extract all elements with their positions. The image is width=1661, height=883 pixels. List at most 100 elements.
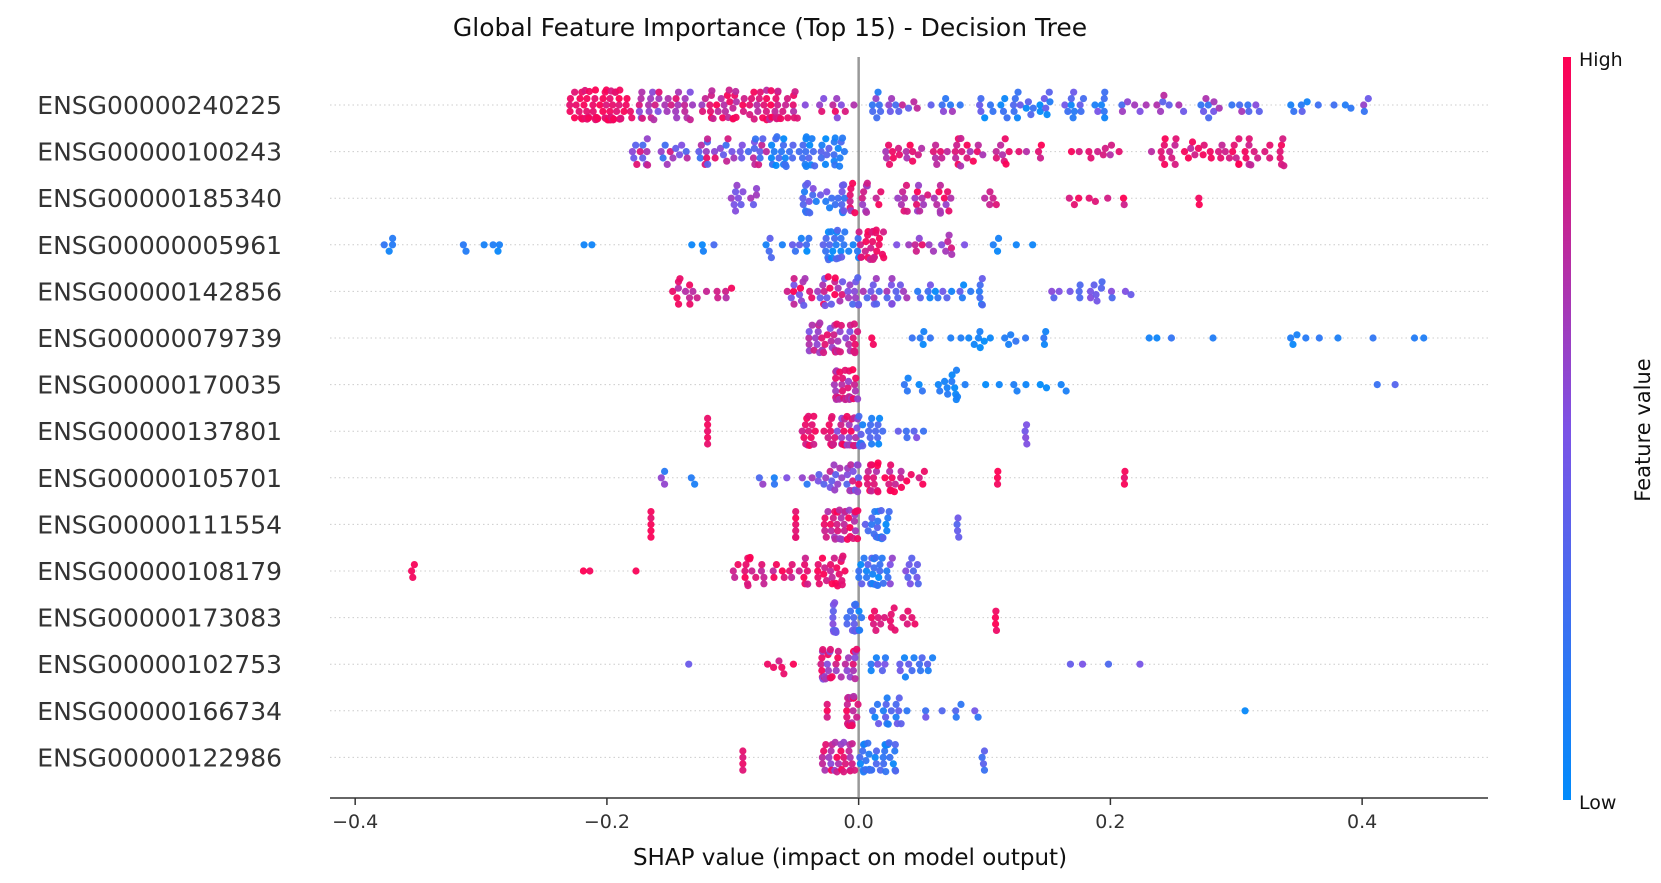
shap-point (910, 427, 918, 435)
shap-point (1410, 334, 1419, 342)
shap-point (892, 700, 900, 709)
shap-point (1050, 294, 1058, 302)
shap-point (645, 107, 653, 115)
shap-point (956, 287, 964, 295)
shap-point (630, 154, 638, 162)
shap-point (926, 294, 934, 302)
shap-point (869, 281, 877, 289)
feature-label-7: ENSG00000137801 (37, 417, 282, 446)
shap-point (936, 209, 945, 217)
shap-point (924, 287, 932, 295)
shap-point (855, 412, 863, 420)
shap-point (1123, 98, 1132, 106)
feature-label-9: ENSG00000111554 (37, 510, 282, 539)
shap-point (1021, 334, 1030, 342)
shap-point (647, 514, 655, 522)
shap-point (800, 573, 808, 582)
shap-point (903, 620, 911, 628)
shap-point (936, 148, 945, 156)
shap-point (872, 747, 881, 755)
shap-point (979, 760, 988, 768)
shap-point (992, 626, 1001, 635)
shap-point (822, 247, 830, 255)
shap-point (1204, 101, 1212, 109)
shap-point (828, 673, 836, 681)
shap-point (831, 486, 839, 494)
shap-point (1175, 101, 1183, 109)
shap-point (1061, 101, 1069, 109)
shap-point (915, 381, 923, 389)
shap-point (944, 188, 952, 196)
shap-point (882, 154, 891, 162)
shap-point (892, 713, 900, 721)
shap-point (697, 141, 705, 149)
shap-point (874, 459, 882, 467)
shap-point (889, 154, 897, 162)
shap-point (1232, 154, 1240, 162)
shap-point (1016, 101, 1024, 109)
shap-point (657, 474, 665, 482)
shap-point (734, 561, 742, 569)
shap-point (869, 340, 877, 348)
shap-point (986, 201, 994, 209)
shap-point (751, 135, 760, 143)
shap-point (610, 115, 618, 123)
shap-point (848, 721, 856, 730)
shap-point (1075, 287, 1083, 295)
shap-point (981, 114, 989, 122)
shap-point (810, 346, 818, 354)
shap-point (888, 474, 896, 482)
shap-point (846, 753, 854, 762)
shap-point (759, 135, 767, 143)
shap-point (909, 157, 917, 165)
shap-point (939, 287, 947, 295)
shap-point (914, 580, 922, 588)
shap-point (846, 197, 854, 205)
shap-point (790, 287, 798, 295)
shap-point (1207, 154, 1215, 162)
shap-point (1120, 474, 1128, 482)
shap-point (837, 253, 846, 261)
shap-point (818, 760, 827, 768)
shap-point (767, 87, 775, 95)
shap-point (903, 154, 911, 162)
shap-point (746, 553, 754, 562)
shap-point (832, 387, 840, 395)
shap-point (829, 614, 837, 622)
shap-point (963, 141, 971, 149)
shap-point (632, 567, 640, 575)
shap-point (686, 116, 694, 124)
x-tick-label-2: 0.0 (844, 811, 874, 833)
shap-point (770, 474, 778, 482)
feature-label-10: ENSG00000108179 (37, 557, 282, 586)
shap-point (1167, 334, 1176, 342)
shap-point (880, 254, 888, 262)
shap-point (898, 101, 906, 109)
shap-point (647, 527, 655, 535)
shap-point (856, 241, 864, 249)
shap-point (1347, 104, 1355, 112)
shap-point (849, 366, 857, 374)
shap-point (721, 107, 730, 115)
shap-point (868, 101, 877, 109)
shap-point (1066, 660, 1075, 668)
shap-point (882, 700, 890, 709)
shap-point (812, 197, 820, 205)
shap-point (1075, 148, 1083, 156)
shap-point (822, 741, 830, 749)
shap-point (931, 287, 939, 295)
shap-point (643, 148, 651, 156)
shap-point (873, 247, 881, 255)
shap-point (846, 328, 854, 336)
shap-point (859, 201, 867, 209)
shap-point (993, 480, 1002, 488)
shap-point (823, 707, 831, 715)
shap-point (915, 474, 923, 482)
shap-point (1007, 331, 1015, 339)
shap-point (974, 713, 982, 721)
shap-point (855, 573, 863, 582)
shap-point (585, 87, 593, 96)
shap-point (831, 291, 839, 299)
shap-point (1077, 107, 1085, 115)
